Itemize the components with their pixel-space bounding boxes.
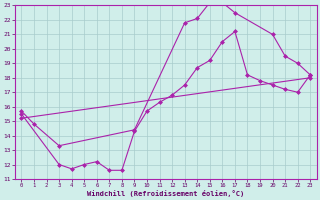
X-axis label: Windchill (Refroidissement éolien,°C): Windchill (Refroidissement éolien,°C) xyxy=(87,190,244,197)
